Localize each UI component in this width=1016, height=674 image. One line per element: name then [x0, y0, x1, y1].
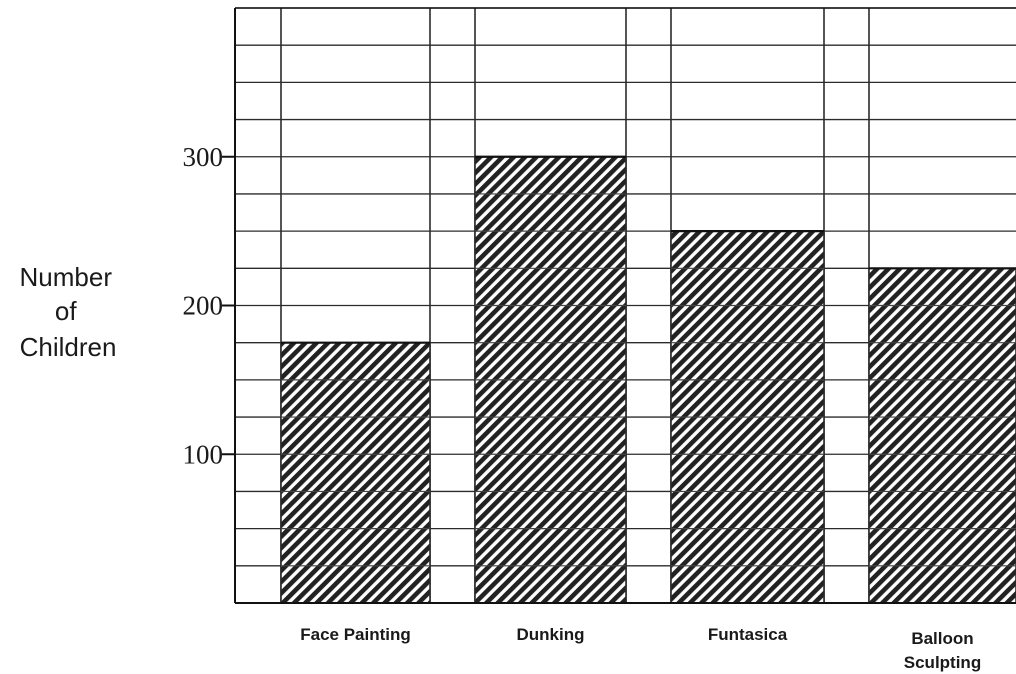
y-axis-label: Number of Children — [20, 262, 117, 362]
bar — [868, 267, 1016, 604]
x-axis: Face Painting Dunking Funtasica Balloon Scul… — [300, 625, 981, 672]
x-tick-label: Dunking — [517, 625, 585, 644]
grid-overlay — [281, 193, 1016, 567]
bar — [280, 341, 431, 604]
y-axis-label-line-3: Children — [20, 332, 117, 362]
x-tick-label: Sculpting — [904, 653, 981, 672]
y-tick-label: 300 — [183, 142, 224, 172]
y-tick-label: 100 — [183, 439, 224, 469]
y-axis-label-line-2: of — [55, 296, 77, 326]
y-tick-label: 200 — [183, 291, 224, 321]
x-tick-label: Funtasica — [708, 625, 788, 644]
y-axis-label-line-1: Number — [20, 262, 113, 292]
x-tick-label: Balloon — [911, 629, 973, 648]
x-tick-label: Face Painting — [300, 625, 411, 644]
y-axis: 100 200 300 — [183, 142, 235, 469]
